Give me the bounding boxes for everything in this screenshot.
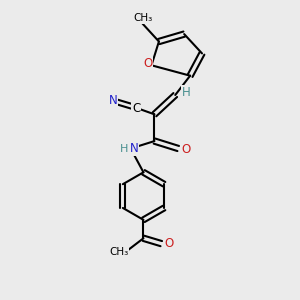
Text: CH₃: CH₃ [133, 13, 152, 23]
Text: O: O [143, 57, 152, 70]
Text: N: N [130, 142, 139, 155]
Text: H: H [182, 86, 191, 99]
Text: C: C [132, 102, 140, 115]
Text: CH₃: CH₃ [109, 247, 128, 257]
Text: H: H [120, 143, 128, 154]
Text: O: O [164, 237, 173, 250]
Text: N: N [109, 94, 118, 106]
Text: O: O [181, 142, 190, 156]
